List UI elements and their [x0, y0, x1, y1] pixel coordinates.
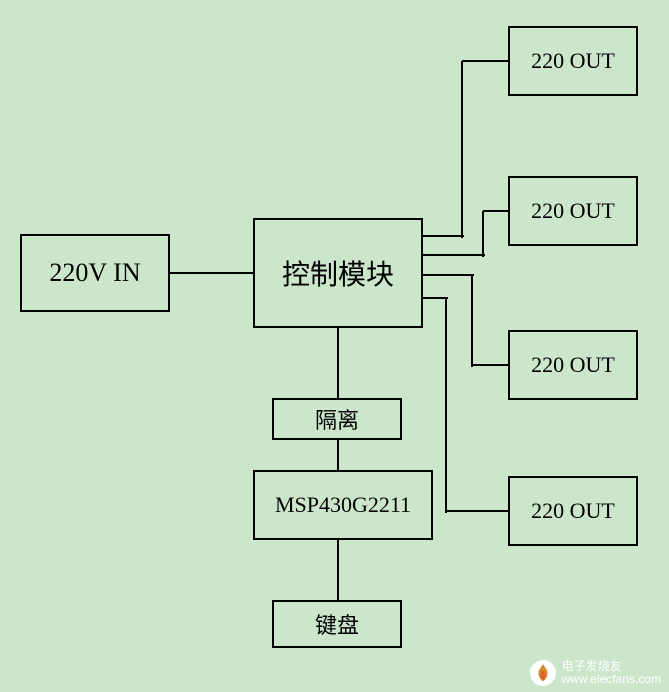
edge-isolation_mcu [337, 440, 339, 472]
block-input: 220V IN [20, 234, 170, 312]
block-keyboard: 键盘 [272, 600, 402, 648]
block-out2: 220 OUT [508, 176, 638, 246]
flame-icon [530, 660, 556, 686]
block-keyboard-label: 键盘 [315, 608, 359, 640]
watermark: 电子发烧友 www.elecfans.com [530, 660, 661, 686]
edge-control_out2 [482, 211, 484, 257]
block-control-label: 控制模块 [282, 253, 394, 293]
diagram-canvas: 220V IN 控制模块隔离 MSP430G2211 键盘 220 OUT 220 OUT… [0, 0, 669, 692]
block-isolation-label: 隔离 [315, 403, 359, 435]
edge-mcu_keyboard [337, 540, 339, 602]
edge-control_out3 [423, 274, 474, 276]
block-mcu: MSP430G2211 [253, 470, 433, 540]
edge-control_out1 [461, 61, 463, 238]
block-control: 控制模块 [253, 218, 423, 328]
block-out4: 220 OUT [508, 476, 638, 546]
edge-control_out1 [423, 235, 464, 237]
edge-control_out4 [446, 510, 510, 512]
edge-control_out4 [445, 298, 447, 513]
edge-control_out2 [423, 254, 485, 256]
block-out1-label: 220 OUT [531, 48, 615, 74]
edge-control_out3 [471, 275, 473, 367]
block-out3-label: 220 OUT [531, 352, 615, 378]
block-isolation: 隔离 [272, 398, 402, 440]
watermark-title: 电子发烧友 [562, 660, 622, 673]
block-mcu-label: MSP430G2211 [275, 492, 411, 518]
block-input-label: 220V IN [49, 258, 140, 288]
edge-control_out2 [483, 210, 510, 212]
block-out3: 220 OUT [508, 330, 638, 400]
edge-control_out3 [472, 364, 510, 366]
block-out1: 220 OUT [508, 26, 638, 96]
edge-input_right [170, 272, 255, 274]
block-out4-label: 220 OUT [531, 498, 615, 524]
watermark-url: www.elecfans.com [562, 673, 661, 686]
edge-control_out1 [462, 60, 510, 62]
edge-control_isolation [337, 328, 339, 400]
block-out2-label: 220 OUT [531, 198, 615, 224]
